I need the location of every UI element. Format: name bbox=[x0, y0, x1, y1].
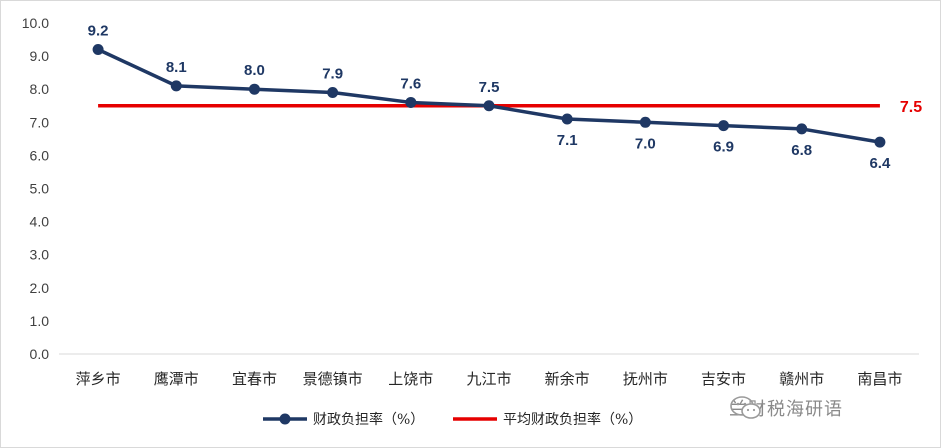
x-tick-label: 萍乡市 bbox=[76, 370, 121, 388]
data-point bbox=[639, 116, 651, 128]
legend-series-marker bbox=[279, 413, 291, 425]
y-tick-label: 3.0 bbox=[30, 247, 50, 263]
data-label: 7.6 bbox=[400, 75, 421, 92]
x-tick-label: 赣州市 bbox=[779, 370, 824, 388]
data-point bbox=[170, 80, 182, 92]
data-point bbox=[561, 113, 573, 125]
average-data-label: 7.5 bbox=[900, 99, 922, 116]
data-point bbox=[874, 136, 886, 148]
y-tick-label: 7.0 bbox=[30, 114, 50, 130]
data-label: 7.5 bbox=[479, 79, 500, 96]
x-tick-label: 新余市 bbox=[545, 370, 590, 388]
x-tick-label: 抚州市 bbox=[623, 370, 668, 388]
data-point bbox=[92, 43, 104, 55]
data-label: 6.8 bbox=[791, 142, 812, 159]
data-label: 8.0 bbox=[244, 62, 265, 79]
data-point bbox=[796, 123, 808, 135]
y-tick-label: 4.0 bbox=[30, 214, 50, 230]
y-tick-label: 8.0 bbox=[30, 81, 50, 97]
y-tick-label: 1.0 bbox=[30, 313, 50, 329]
y-tick-label: 6.0 bbox=[30, 147, 50, 163]
data-label: 9.2 bbox=[88, 22, 109, 39]
x-tick-label: 景德镇市 bbox=[303, 370, 363, 388]
data-label: 6.9 bbox=[713, 139, 734, 156]
data-label: 8.1 bbox=[166, 59, 187, 76]
y-tick-label: 9.0 bbox=[30, 48, 50, 64]
x-tick-label: 鹰潭市 bbox=[154, 370, 199, 388]
data-label: 7.1 bbox=[557, 132, 578, 149]
x-tick-label: 宜春市 bbox=[232, 370, 277, 388]
y-tick-label: 10.0 bbox=[22, 15, 49, 31]
series-line bbox=[97, 47, 881, 144]
data-point bbox=[327, 87, 339, 99]
data-label: 6.4 bbox=[869, 155, 891, 172]
data-point bbox=[718, 120, 730, 132]
legend: 财政负担率（%） 平均财政负担率（%） bbox=[263, 411, 642, 428]
y-tick-label: 0.0 bbox=[30, 346, 50, 362]
y-tick-label: 2.0 bbox=[30, 280, 50, 296]
data-point bbox=[483, 100, 495, 112]
legend-series-label: 财政负担率（%） bbox=[313, 411, 424, 428]
x-tick-label: 上饶市 bbox=[388, 370, 433, 388]
watermark: 兰财税海研语 bbox=[729, 395, 843, 421]
x-tick-label: 南昌市 bbox=[857, 370, 902, 388]
data-label: 7.9 bbox=[322, 66, 343, 83]
legend-average-label: 平均财政负担率（%） bbox=[503, 411, 642, 428]
y-tick-label: 5.0 bbox=[30, 181, 50, 197]
data-label: 7.0 bbox=[635, 135, 656, 152]
x-tick-label: 吉安市 bbox=[701, 370, 746, 388]
data-point bbox=[248, 83, 260, 95]
data-point bbox=[405, 96, 417, 108]
x-tick-label: 九江市 bbox=[466, 370, 511, 388]
wechat-icon bbox=[730, 396, 761, 419]
